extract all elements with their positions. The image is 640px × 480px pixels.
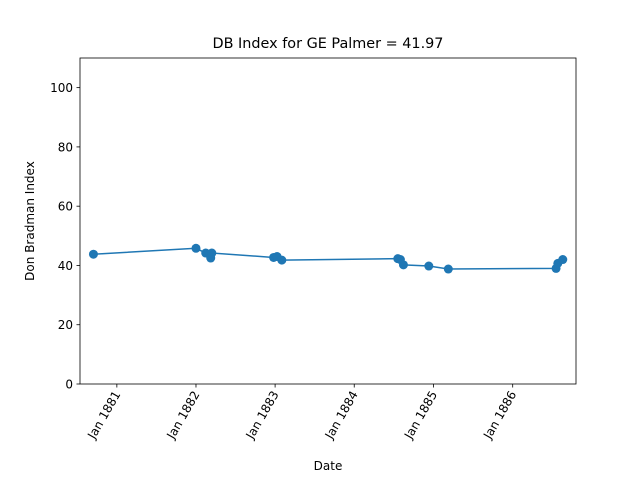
y-tick-label: 100	[50, 81, 73, 95]
plot-frame	[79, 57, 577, 385]
x-axis-label: Date	[314, 459, 343, 473]
x-tick-label: Jan 1886	[480, 389, 519, 443]
y-tick-label: 80	[58, 140, 73, 154]
data-point	[88, 249, 98, 259]
x-tick-label: Jan 1883	[243, 389, 282, 443]
y-tick-label: 60	[58, 200, 73, 214]
y-axis: 0 20 40 60 80 100	[50, 81, 80, 392]
data-point	[207, 248, 217, 258]
series-points	[88, 243, 568, 274]
x-tick-label: Jan 1882	[164, 389, 203, 443]
chart-title: DB Index for GE Palmer = 41.97	[213, 36, 444, 52]
data-point	[558, 255, 568, 265]
x-tick-label: Jan 1884	[322, 389, 361, 443]
x-axis: Jan 1881 Jan 1882 Jan 1883 Jan 1884 Jan 1885…	[84, 384, 519, 442]
data-point	[443, 264, 453, 274]
data-point	[424, 261, 434, 271]
x-tick-label: Jan 1885	[401, 389, 440, 443]
data-point	[191, 243, 201, 253]
y-tick-label: 40	[58, 259, 73, 273]
data-point	[277, 255, 287, 265]
y-tick-label: 0	[65, 378, 73, 392]
x-tick-label: Jan 1881	[84, 389, 123, 443]
y-tick-label: 20	[58, 318, 73, 332]
data-point	[398, 260, 408, 270]
y-axis-label: Don Bradman Index	[23, 161, 37, 281]
